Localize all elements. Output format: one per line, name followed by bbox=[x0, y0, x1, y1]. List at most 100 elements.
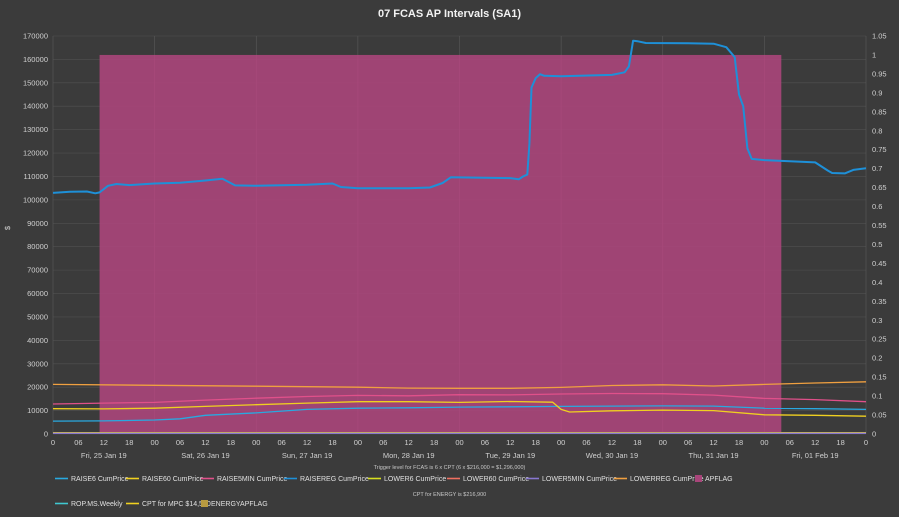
y2-tick-label: 0.1 bbox=[872, 392, 882, 401]
y-axis-ticks: 0 10000 20000 30000 40000 50000 60000 70000 8000… bbox=[23, 32, 48, 439]
legend-label: LOWER60 CumPrice bbox=[463, 476, 529, 483]
legend-label: APFLAG bbox=[705, 476, 733, 483]
y2-tick-label: 0.35 bbox=[872, 297, 887, 306]
x-day-label: Sat, 26 Jan 19 bbox=[181, 451, 229, 460]
y-tick-label: 90000 bbox=[27, 219, 48, 228]
x-day-label: Mon, 28 Jan 19 bbox=[383, 451, 435, 460]
y-tick-label: 0 bbox=[44, 430, 48, 439]
series-line-raise6-cumprice bbox=[52, 405, 867, 422]
legend-label: CPT for MPC $14,500 bbox=[142, 501, 211, 508]
legend-label: LOWER5MIN CumPrice bbox=[542, 476, 617, 483]
x-tick-label: 18 bbox=[735, 438, 743, 447]
series-line-raise60-cumprice bbox=[52, 400, 867, 417]
y-tick-label: 20000 bbox=[27, 383, 48, 392]
y2-tick-label: 0.8 bbox=[872, 126, 882, 135]
y-tick-label: 160000 bbox=[23, 55, 48, 64]
x-tick-label: 06 bbox=[74, 438, 82, 447]
y2-tick-label: 0.75 bbox=[872, 145, 887, 154]
y-tick-label: 130000 bbox=[23, 125, 48, 134]
x-tick-label: 06 bbox=[481, 438, 489, 447]
y2-tick-label: 0.5 bbox=[872, 240, 882, 249]
x-tick-label: 18 bbox=[532, 438, 540, 447]
x-day-label: Fri, 01 Feb 19 bbox=[792, 451, 839, 460]
x-axis-ticks: 0 06 12 18 00 06 12 18 00 06 12 18 00 06 12 18 00 06 12 18 0… bbox=[51, 438, 868, 447]
y2-tick-label: 0.85 bbox=[872, 107, 887, 116]
series-line-raisereg-cumprice bbox=[52, 39, 867, 195]
y2-tick-label: 0.4 bbox=[872, 278, 882, 287]
y-tick-label: 70000 bbox=[27, 266, 48, 275]
x-tick-label: 12 bbox=[100, 438, 108, 447]
x-tick-label: 12 bbox=[303, 438, 311, 447]
y-tick-label: 50000 bbox=[27, 312, 48, 321]
y2-tick-label: 0.95 bbox=[872, 69, 887, 78]
x-tick-label: 00 bbox=[150, 438, 158, 447]
legend-label: LOWERREG CumPrice bbox=[630, 476, 704, 483]
x-tick-label: 12 bbox=[709, 438, 717, 447]
y-tick-label: 110000 bbox=[24, 172, 48, 181]
y2-tick-label: 0.15 bbox=[872, 373, 887, 382]
x-tick-label: 12 bbox=[811, 438, 819, 447]
y2-tick-label: 0.2 bbox=[872, 354, 882, 363]
x-tick-label: 06 bbox=[379, 438, 387, 447]
x-tick-label: 12 bbox=[608, 438, 616, 447]
y-tick-label: 100000 bbox=[23, 195, 48, 204]
y2-tick-label: 0.45 bbox=[872, 259, 887, 268]
y-tick-label: 30000 bbox=[27, 359, 48, 368]
x-tick-label: 12 bbox=[405, 438, 413, 447]
x-tick-label: 18 bbox=[430, 438, 438, 447]
annotation-energy-cpt: CPT for ENERGY is $216,900 bbox=[413, 492, 486, 498]
y2-tick-label: 0.7 bbox=[872, 164, 882, 173]
y2-tick-label: 0.55 bbox=[872, 221, 887, 230]
x-tick-label: 06 bbox=[277, 438, 285, 447]
y-tick-label: 60000 bbox=[27, 289, 48, 298]
legend-label: RAISE60 CumPrice bbox=[142, 476, 204, 483]
x-tick-label: 12 bbox=[506, 438, 514, 447]
annotation-trigger-level: Trigger level for FCAS is 6 x CPT (6 x $… bbox=[374, 465, 526, 471]
x-tick-label: 18 bbox=[836, 438, 844, 447]
apflag-band bbox=[99, 54, 782, 434]
x-tick-label: 18 bbox=[633, 438, 641, 447]
y-tick-label: 40000 bbox=[27, 336, 48, 345]
legend-label: ROP.MS.Weekly bbox=[71, 501, 123, 508]
y-tick-label: 170000 bbox=[23, 32, 48, 41]
x-tick-label: 00 bbox=[354, 438, 362, 447]
y-tick-label: 120000 bbox=[23, 149, 48, 158]
y2-tick-label: 1 bbox=[872, 50, 876, 59]
y2-tick-label: 0.65 bbox=[872, 183, 887, 192]
y-tick-label: 80000 bbox=[27, 242, 48, 251]
y2-tick-label: 0 bbox=[872, 430, 876, 439]
y2-tick-label: 0.25 bbox=[872, 335, 887, 344]
y2-tick-label: 0.3 bbox=[872, 316, 882, 325]
y2-tick-label: 0.6 bbox=[872, 202, 882, 211]
y-axis-label: $ bbox=[3, 225, 12, 230]
x-day-label: Fri, 25 Jan 19 bbox=[81, 451, 127, 460]
x-tick-label: 06 bbox=[786, 438, 794, 447]
x-tick-label: 0 bbox=[51, 438, 55, 447]
y-tick-label: 150000 bbox=[23, 78, 48, 87]
x-tick-label: 06 bbox=[582, 438, 590, 447]
x-tick-label: 12 bbox=[201, 438, 209, 447]
x-tick-label: 06 bbox=[176, 438, 184, 447]
series-line-raise5min-cumprice bbox=[52, 392, 867, 405]
y2-tick-label: 1.05 bbox=[872, 32, 887, 41]
y2-tick-label: 0.9 bbox=[872, 88, 882, 97]
series-lines bbox=[52, 39, 867, 434]
series-line-lowerreg-cumprice bbox=[52, 381, 867, 389]
legend-label: RAISE5MIN CumPrice bbox=[217, 476, 288, 483]
x-tick-label: 18 bbox=[227, 438, 235, 447]
x-tick-label: 00 bbox=[252, 438, 260, 447]
x-axis-day-labels: Fri, 25 Jan 19 Sat, 26 Jan 19 Sun, 27 Jan … bbox=[81, 451, 839, 460]
legend-swatch bbox=[201, 500, 208, 507]
x-day-label: Wed, 30 Jan 19 bbox=[586, 451, 638, 460]
chart-title: 07 FCAS AP Intervals (SA1) bbox=[378, 8, 521, 20]
y2-axis-ticks: 0 0.05 0.1 0.15 0.2 0.25 0.3 0.35 0.4 0.45 0.5 0.55… bbox=[872, 32, 887, 439]
legend-label: LOWER6 CumPrice bbox=[384, 476, 446, 483]
x-tick-label: 06 bbox=[684, 438, 692, 447]
y-tick-label: 10000 bbox=[27, 406, 48, 415]
x-day-label: Sun, 27 Jan 19 bbox=[282, 451, 332, 460]
x-tick-label: 00 bbox=[455, 438, 463, 447]
x-tick-label: 00 bbox=[557, 438, 565, 447]
x-tick-label: 18 bbox=[125, 438, 133, 447]
x-day-label: Tue, 29 Jan 19 bbox=[485, 451, 535, 460]
